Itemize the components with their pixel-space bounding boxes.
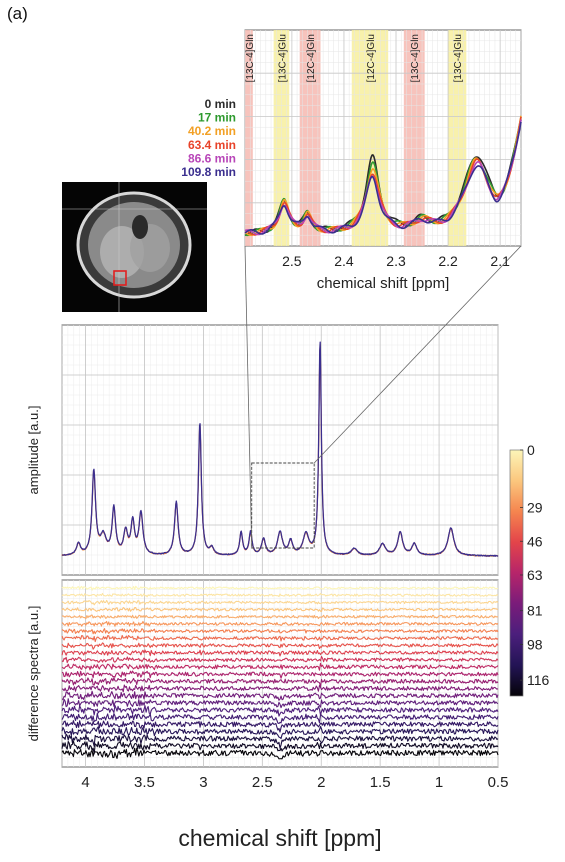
main-y-axis-label: amplitude [a.u.] bbox=[26, 406, 41, 495]
inset-band-label: [13C-4]Gln bbox=[410, 34, 421, 82]
mri-roi-box bbox=[113, 270, 127, 286]
inset-band-label: [13C-4]Glu bbox=[453, 34, 464, 82]
diff-x-tick-label: 0.5 bbox=[488, 774, 509, 791]
inset-band-label: [13C-4]Glu bbox=[277, 34, 288, 82]
diff-x-tick-label: 2.5 bbox=[252, 774, 273, 791]
diff-x-tick-label: 1.5 bbox=[370, 774, 391, 791]
diff-trace bbox=[61, 698, 499, 709]
diff-trace bbox=[61, 585, 499, 591]
diff-trace bbox=[61, 662, 499, 671]
diff-trace bbox=[61, 620, 499, 627]
diff-x-tick-label: 2 bbox=[317, 774, 325, 791]
diff-trace bbox=[61, 634, 499, 643]
diff-trace bbox=[61, 628, 499, 635]
inset-x-tick-label: 2.3 bbox=[386, 253, 406, 269]
diff-trace bbox=[61, 677, 499, 688]
zoom-inset-plot: [13C-4]Gln [13C-4]Glu [12C-4]Gln [12C-4]Glu… bbox=[244, 29, 522, 292]
connector-left bbox=[244, 245, 253, 549]
diff-trace bbox=[61, 704, 499, 717]
legend-entry: 0 min bbox=[205, 97, 236, 111]
diff-trace bbox=[61, 599, 499, 606]
diff-trace bbox=[61, 656, 499, 664]
diff-x-tick-label: 3 bbox=[199, 774, 207, 791]
diff-trace bbox=[61, 670, 499, 679]
diff-x-tick-label: 4 bbox=[81, 774, 89, 791]
diff-trace bbox=[61, 649, 499, 657]
legend-entry: 17 min bbox=[198, 111, 236, 125]
diff-trace bbox=[61, 690, 499, 701]
inset-x-tick-label: 2.1 bbox=[490, 253, 510, 269]
diff-trace bbox=[61, 720, 499, 733]
diff-x-axis-label: chemical shift [ppm] bbox=[178, 825, 381, 851]
mri-inset bbox=[62, 182, 207, 312]
colorbar-tick-label: 63 bbox=[527, 567, 543, 583]
inset-spectrum-series bbox=[244, 119, 522, 236]
connector-right bbox=[313, 245, 522, 464]
zoom-connector-lines bbox=[244, 245, 522, 549]
colorbar: 0 29 46 63 81 98 116 bbox=[509, 442, 550, 697]
zoom-box bbox=[251, 462, 315, 549]
inset-spectrum-series bbox=[244, 121, 522, 235]
inset-band-label: [12C-4]Glu bbox=[366, 34, 377, 82]
diff-x-tick-label: 3.5 bbox=[134, 774, 155, 791]
inset-x-tick-label: 2.2 bbox=[438, 253, 458, 269]
inset-band-label: [12C-4]Gln bbox=[306, 34, 317, 82]
diff-trace bbox=[61, 726, 499, 739]
legend-entry: 86.6 min bbox=[188, 151, 236, 165]
colorbar-tick-label: 98 bbox=[527, 636, 543, 652]
diff-x-tick-label: 1 bbox=[435, 774, 443, 791]
colorbar-tick-label: 81 bbox=[527, 603, 543, 619]
diff-trace bbox=[61, 747, 499, 760]
inset-x-tick-label: 2.5 bbox=[282, 253, 302, 269]
diff-y-axis-label: difference spectra [a.u.] bbox=[26, 606, 41, 742]
inset-x-tick-label: 2.4 bbox=[334, 253, 354, 269]
legend-entry: 63.4 min bbox=[188, 138, 236, 152]
colorbar-tick-label: 0 bbox=[527, 442, 535, 458]
diff-trace bbox=[61, 614, 499, 620]
colorbar-tick-label: 29 bbox=[527, 500, 543, 516]
diff-trace bbox=[61, 712, 499, 725]
diff-trace bbox=[61, 592, 499, 598]
diff-trace bbox=[61, 740, 499, 755]
legend-entry: 40.2 min bbox=[188, 124, 236, 138]
inset-band-label: [13C-4]Gln bbox=[245, 34, 256, 82]
inset-x-axis-label: chemical shift [ppm] bbox=[317, 275, 450, 292]
panel-label: (a) bbox=[7, 4, 28, 23]
main-spectrum-series bbox=[61, 341, 499, 557]
colorbar-tick-label: 116 bbox=[527, 672, 550, 688]
colorbar-bar bbox=[509, 449, 524, 697]
main-spectrum-plot: amplitude [a.u.] bbox=[26, 324, 499, 576]
diff-trace bbox=[61, 684, 499, 693]
mri-ventricle bbox=[132, 215, 148, 239]
legend-entry: 109.8 min bbox=[181, 165, 236, 179]
diff-trace bbox=[61, 607, 499, 612]
diff-trace bbox=[61, 733, 499, 749]
difference-spectra-plot: difference spectra [a.u.] 4 3.5 3 2.5 2 1.5 1 0.… bbox=[26, 579, 509, 851]
colorbar-tick-label: 46 bbox=[527, 533, 543, 549]
diff-trace bbox=[61, 642, 499, 650]
